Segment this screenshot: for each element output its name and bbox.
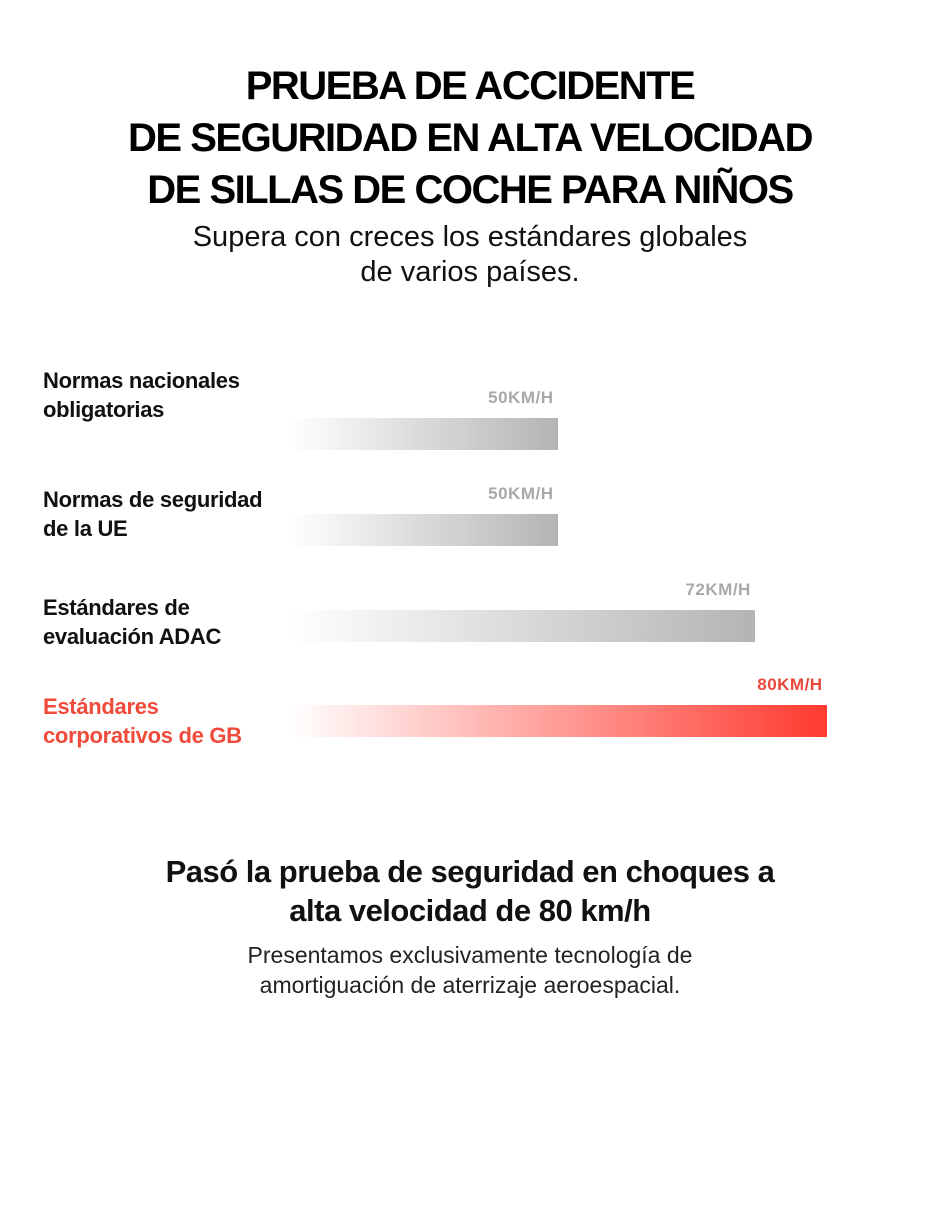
subtitle: Supera con creces los estándares globale… <box>0 220 940 290</box>
category-label: Estándares corporativos de GB <box>43 694 242 748</box>
category-label: Normas nacionales obligatorias <box>43 368 240 422</box>
title-line: DE SILLAS DE COCHE PARA NIÑOS <box>147 168 794 212</box>
footer-text-line: Presentamos exclusivamente tecnología de <box>247 942 693 968</box>
title-line: DE SEGURIDAD EN ALTA VELOCIDAD <box>128 116 813 160</box>
value-label: 50KM/H <box>488 388 554 407</box>
subtitle-line: de varios países. <box>360 256 580 288</box>
footer-text: Presentamos exclusivamente tecnología de… <box>0 940 940 1000</box>
footer-text-line: amortiguación de aterrizaje aeroespacial… <box>259 972 681 998</box>
bar <box>290 610 755 642</box>
footer-heading: Pasó la prueba de seguridad en choques a… <box>0 852 940 930</box>
footer-heading-line: Pasó la prueba de seguridad en choques a <box>165 854 775 889</box>
footer-heading-line: alta velocidad de 80 km/h <box>289 893 651 928</box>
title: PRUEBA DE ACCIDENTE DE SEGURIDAD EN ALTA… <box>0 60 940 216</box>
value-label: 80KM/H <box>757 675 823 694</box>
value-label: 50KM/H <box>488 484 554 503</box>
bar <box>290 705 827 737</box>
bar <box>290 514 558 546</box>
bar <box>290 418 558 450</box>
subtitle-line: Supera con creces los estándares globale… <box>192 221 748 253</box>
category-label: Normas de seguridad de la UE <box>43 487 263 541</box>
value-label: 72KM/H <box>685 580 751 599</box>
title-line: PRUEBA DE ACCIDENTE <box>245 64 696 108</box>
category-label: Estándares de evaluación ADAC <box>43 595 222 649</box>
